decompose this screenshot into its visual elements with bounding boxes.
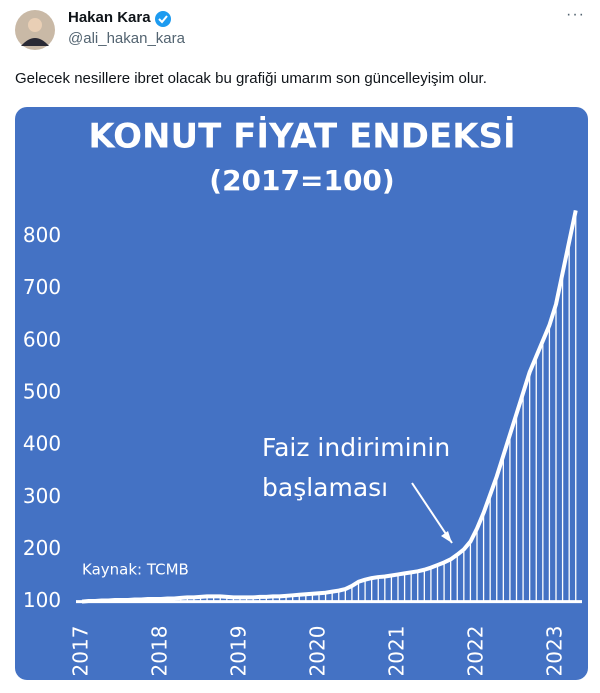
chart-title: KONUT FİYAT ENDEKSİ (88, 116, 515, 157)
tweet-text: Gelecek nesillere ibret olacak bu grafiğ… (15, 70, 487, 87)
x-tick-label: 2018 (148, 626, 172, 677)
y-tick-label: 600 (23, 327, 61, 351)
author-handle[interactable]: @ali_hakan_kara (68, 30, 185, 47)
verified-badge (155, 11, 171, 27)
x-tick-label: 2022 (464, 626, 488, 677)
arrow-head (441, 531, 452, 543)
x-tick-label: 2019 (227, 626, 251, 677)
x-tick-label: 2020 (306, 626, 330, 677)
annotation: Faiz indiriminin (262, 433, 450, 462)
x-tick-label: 2021 (385, 626, 409, 677)
x-tick-label: 2023 (543, 626, 567, 677)
x-tick-label: 2017 (69, 626, 93, 677)
y-tick-label: 800 (23, 223, 61, 247)
y-tick-label: 700 (23, 275, 61, 299)
y-tick-label: 300 (23, 484, 61, 508)
source: Kaynak: TCMB (82, 561, 189, 579)
y-tick-label: 400 (23, 432, 61, 456)
more-button[interactable]: ··· (566, 6, 585, 23)
chart-subtitle: (2017=100) (209, 164, 394, 197)
y-tick-label: 100 (23, 588, 61, 612)
author-name[interactable]: Hakan Kara (68, 9, 151, 26)
annotation: başlaması (262, 473, 388, 502)
y-tick-label: 200 (23, 536, 61, 560)
avatar[interactable] (15, 10, 55, 50)
line (81, 210, 578, 604)
y-tick-label: 500 (23, 379, 61, 403)
